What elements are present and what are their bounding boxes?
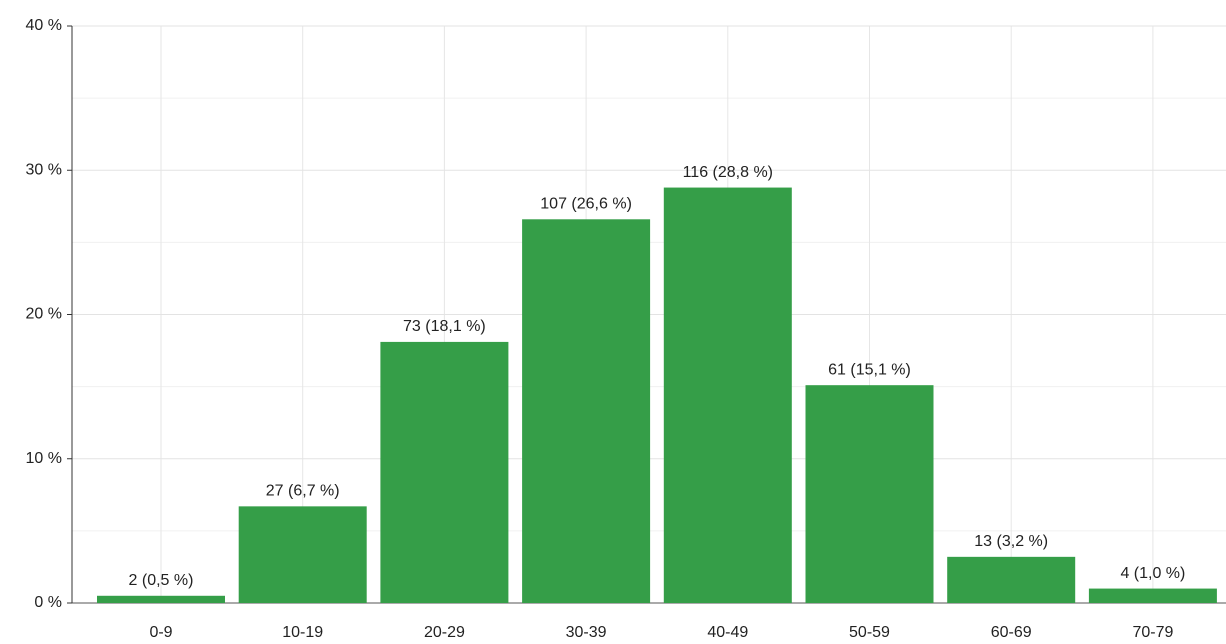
bar bbox=[805, 385, 934, 603]
x-tick-label: 20-29 bbox=[424, 624, 465, 641]
x-tick-label: 50-59 bbox=[849, 624, 890, 641]
data-label: 2 (0,5 %) bbox=[129, 572, 194, 589]
data-label: 73 (18,1 %) bbox=[403, 318, 486, 335]
data-label: 107 (26,6 %) bbox=[540, 196, 632, 213]
data-label: 4 (1,0 %) bbox=[1120, 565, 1185, 582]
y-tick-label: 20 % bbox=[26, 306, 62, 323]
bar bbox=[97, 595, 225, 603]
data-label: 13 (3,2 %) bbox=[974, 533, 1048, 550]
y-tick-label: 30 % bbox=[26, 161, 62, 178]
y-tick-label: 10 % bbox=[26, 450, 62, 467]
bar bbox=[380, 341, 509, 603]
data-label: 27 (6,7 %) bbox=[266, 483, 340, 500]
x-tick-label: 0-9 bbox=[149, 624, 172, 641]
bar bbox=[947, 556, 1076, 603]
bar bbox=[238, 506, 367, 603]
data-label: 61 (15,1 %) bbox=[828, 361, 911, 378]
bar bbox=[522, 219, 651, 604]
bar bbox=[663, 187, 792, 603]
x-tick-label: 60-69 bbox=[991, 624, 1032, 641]
x-tick-label: 10-19 bbox=[282, 624, 323, 641]
x-tick-label: 40-49 bbox=[707, 624, 748, 641]
bar bbox=[1088, 588, 1217, 603]
data-label: 116 (28,8 %) bbox=[683, 164, 773, 181]
y-tick-label: 0 % bbox=[34, 594, 62, 611]
x-tick-label: 30-39 bbox=[566, 624, 607, 641]
y-tick-label: 40 % bbox=[26, 17, 62, 34]
x-tick-label: 70-79 bbox=[1132, 624, 1173, 641]
